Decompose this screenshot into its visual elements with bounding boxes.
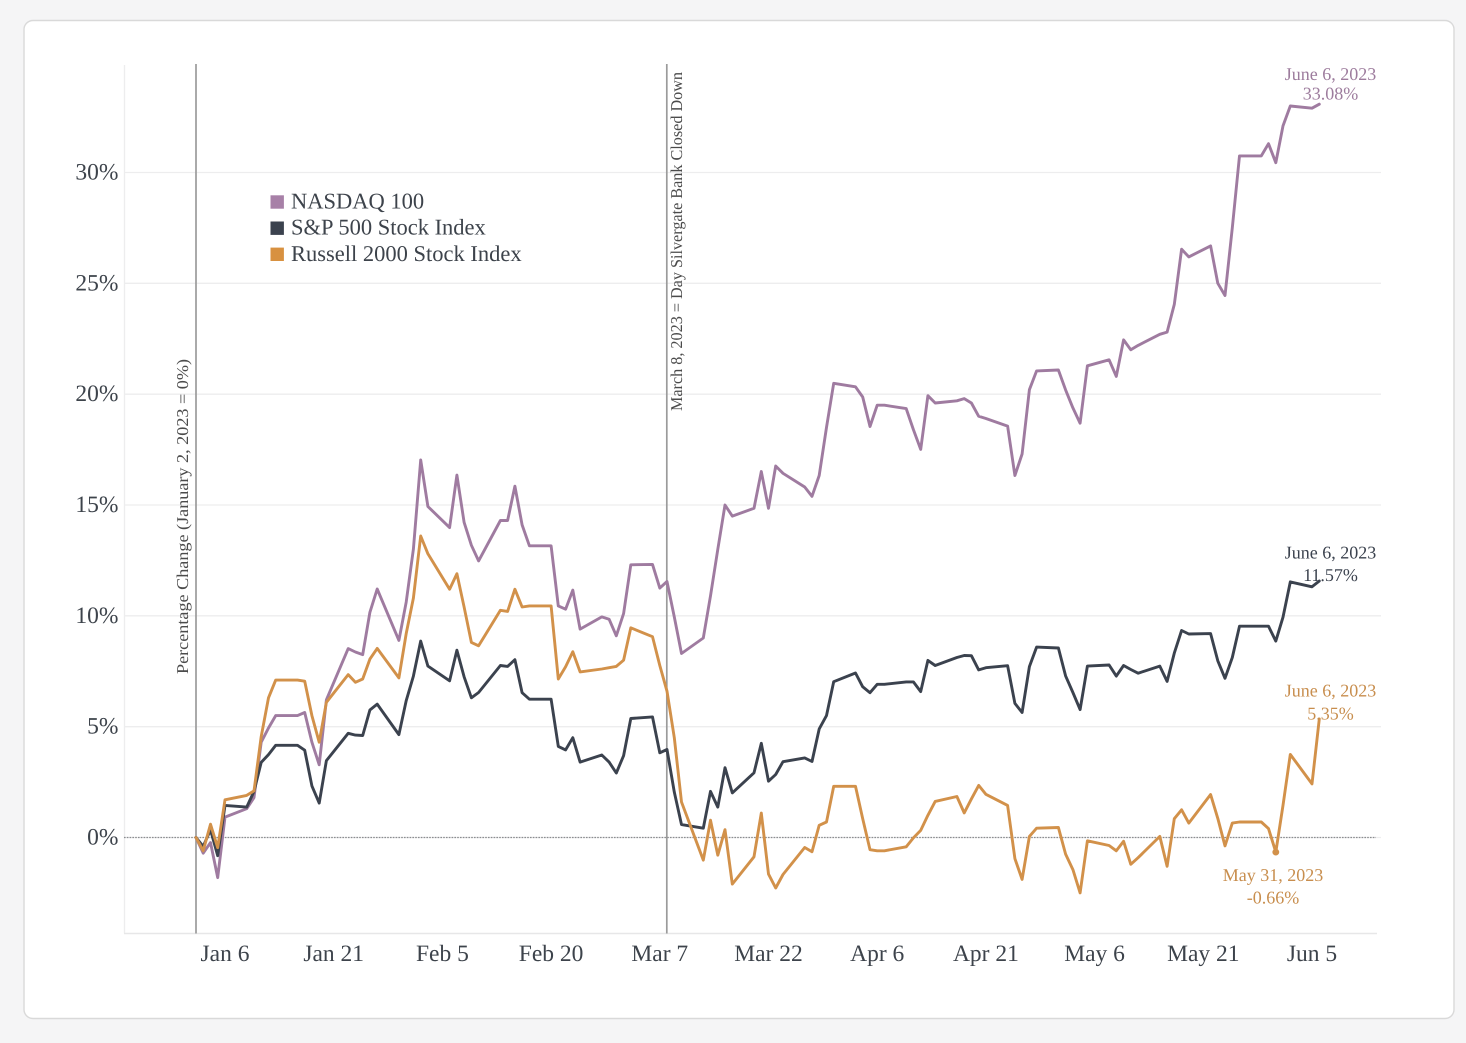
svg-text:Feb 20: Feb 20 <box>519 941 584 967</box>
svg-text:5%: 5% <box>87 714 118 740</box>
svg-text:May 31, 2023: May 31, 2023 <box>1223 865 1324 885</box>
svg-text:Russell 2000 Stock Index: Russell 2000 Stock Index <box>291 241 522 266</box>
svg-text:11.57%: 11.57% <box>1303 565 1358 585</box>
svg-text:June 6, 2023: June 6, 2023 <box>1285 681 1377 701</box>
svg-text:20%: 20% <box>75 381 118 407</box>
svg-text:Jun 5: Jun 5 <box>1287 941 1337 967</box>
svg-text:June 6, 2023: June 6, 2023 <box>1285 543 1377 563</box>
svg-text:May 21: May 21 <box>1167 941 1239 967</box>
svg-text:0%: 0% <box>87 825 118 851</box>
svg-text:Percentage Change (January 2,: Percentage Change (January 2, 2023 = 0%) <box>173 359 192 674</box>
svg-text:15%: 15% <box>75 492 118 518</box>
svg-text:Jan 6: Jan 6 <box>201 941 250 967</box>
svg-text:-0.66%: -0.66% <box>1247 888 1300 908</box>
svg-text:May 6: May 6 <box>1064 941 1125 967</box>
svg-text:June 6, 2023: June 6, 2023 <box>1285 64 1377 84</box>
svg-text:NASDAQ 100: NASDAQ 100 <box>291 189 424 214</box>
svg-text:Jan 21: Jan 21 <box>303 941 364 967</box>
svg-text:Mar 7: Mar 7 <box>631 941 688 967</box>
svg-text:S&P 500 Stock Index: S&P 500 Stock Index <box>291 215 486 240</box>
svg-text:10%: 10% <box>75 603 118 629</box>
svg-text:Apr 6: Apr 6 <box>850 941 904 967</box>
svg-text:30%: 30% <box>75 160 118 186</box>
svg-text:25%: 25% <box>75 270 118 296</box>
svg-text:Mar 22: Mar 22 <box>734 941 803 967</box>
svg-text:Apr 21: Apr 21 <box>953 941 1019 967</box>
svg-text:March 8, 2023 = Day Silvergate: March 8, 2023 = Day Silvergate Bank Clos… <box>667 72 686 411</box>
svg-text:33.08%: 33.08% <box>1303 84 1359 104</box>
svg-text:5.35%: 5.35% <box>1307 704 1354 724</box>
svg-text:Feb 5: Feb 5 <box>416 941 469 967</box>
